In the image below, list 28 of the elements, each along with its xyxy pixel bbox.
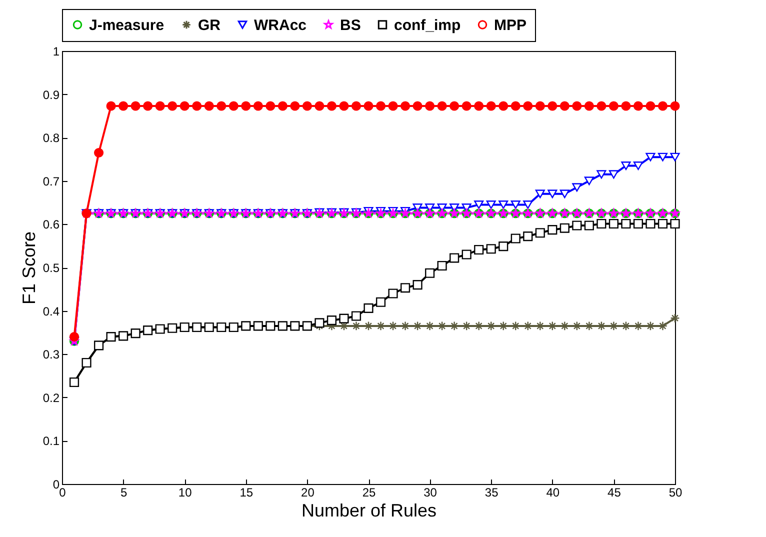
legend-label: BS xyxy=(340,16,361,34)
x-tick-label: 10 xyxy=(178,486,192,500)
legend-label: GR xyxy=(198,16,221,34)
x-tick-label: 20 xyxy=(301,486,315,500)
y-tick-label: 0.3 xyxy=(42,348,60,362)
x-axis-title: Number of Rules xyxy=(301,500,437,520)
y-tick-label: 0.4 xyxy=(42,304,60,318)
x-tick-label: 25 xyxy=(362,486,376,500)
y-tick-label: 0.2 xyxy=(42,390,60,405)
y-axis-title: F1 Score xyxy=(18,231,39,305)
legend-label: conf_imp xyxy=(394,16,461,34)
legend-label: WRAcc xyxy=(254,16,307,34)
x-tick-label: 35 xyxy=(484,486,499,500)
x-tick-label: 30 xyxy=(424,486,438,500)
x-tick-label: 50 xyxy=(668,486,682,500)
x-tick-label: 40 xyxy=(546,486,560,500)
y-tick-label: 0.9 xyxy=(42,88,60,102)
legend-label: MPP xyxy=(494,16,527,34)
legend-label: J-measure xyxy=(89,16,164,34)
y-tick-label: 0.5 xyxy=(42,261,60,275)
y-tick-label: 0.6 xyxy=(42,218,60,232)
y-tick-label: 0.8 xyxy=(42,131,60,146)
y-tick-label: 0.7 xyxy=(42,174,60,188)
y-tick-label: 0.1 xyxy=(42,434,60,448)
x-tick-label: 5 xyxy=(120,486,128,500)
x-tick-label: 15 xyxy=(240,486,254,500)
y-tick-label: 1 xyxy=(52,44,60,58)
x-tick-label: 45 xyxy=(608,486,622,500)
